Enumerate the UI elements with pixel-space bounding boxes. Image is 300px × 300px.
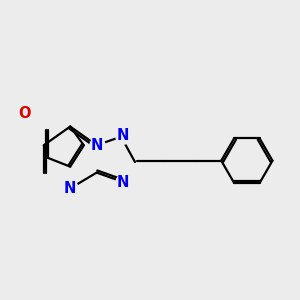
- Text: N: N: [91, 138, 103, 153]
- Text: N: N: [64, 181, 76, 196]
- Text: O: O: [18, 106, 30, 121]
- Text: N: N: [117, 175, 129, 190]
- Text: N: N: [117, 128, 129, 143]
